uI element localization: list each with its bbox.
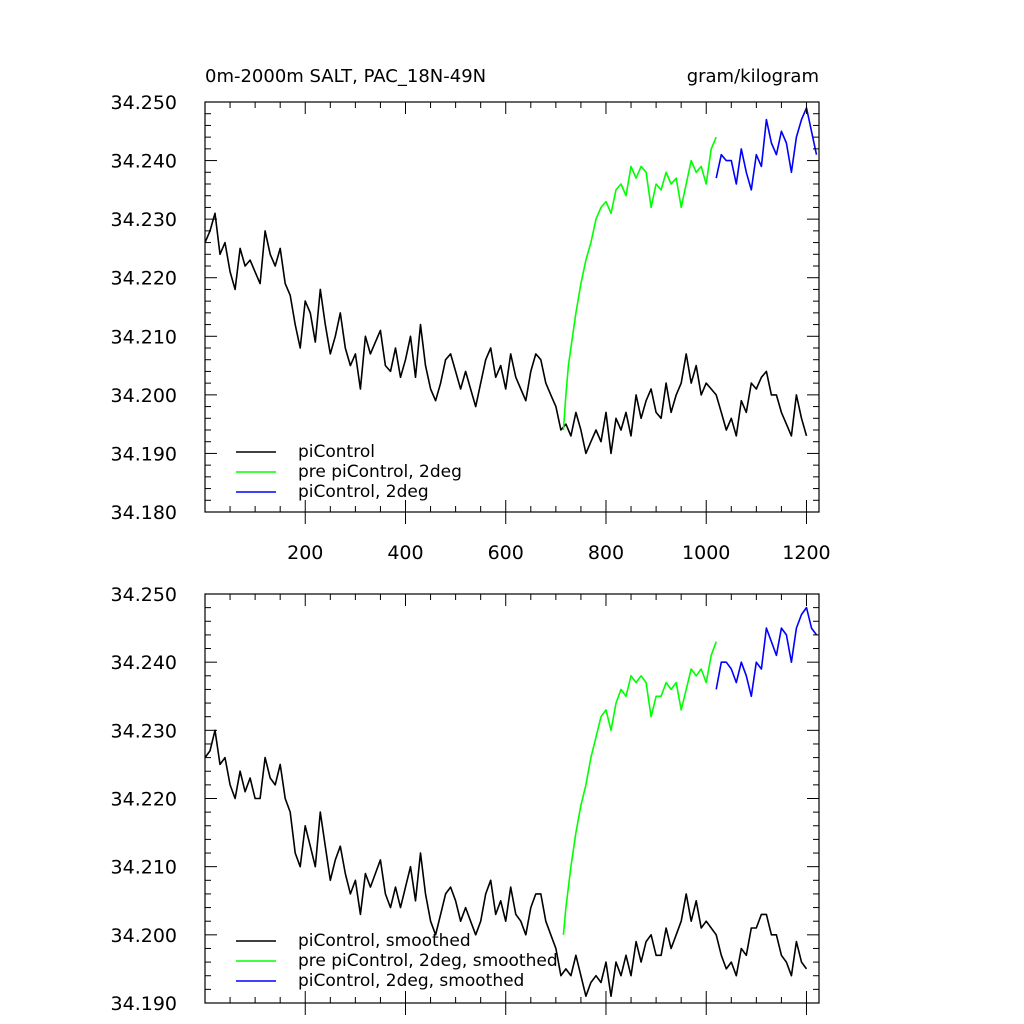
bottom-y-tick-label: 34.240 [111, 652, 177, 674]
bottom-y-tick-label: 34.250 [111, 584, 177, 606]
top-y-tick-label: 34.200 [111, 385, 177, 407]
bottom-series-line-1 [205, 729, 808, 998]
top-y-tick-label: 34.240 [111, 151, 177, 173]
top-chart-title: 0m-2000m SALT, PAC_18N-49N [205, 66, 486, 87]
bottom-panel-tick-labels: 34.190 34.200 34.210 34.220 34.230 34.240 34.2… [111, 584, 177, 1015]
bottom-y-tick-label: 34.200 [111, 925, 177, 947]
bottom-series-line-2 [562, 641, 717, 935]
bottom-plot-frame [204, 593, 820, 1004]
bottom-panel-ticks [204, 593, 819, 1015]
top-panel: 34.180 34.190 34.200 34.210 34.220 34.230 34.2… [111, 66, 831, 564]
top-y-tick-label: 34.190 [111, 443, 177, 465]
bottom-series-line-3 [715, 606, 818, 698]
top-legend-label-1: piControl [298, 442, 375, 462]
bottom-y-tick-label: 34.230 [111, 720, 177, 742]
top-x-tick-label: 1000 [682, 542, 730, 564]
top-x-tick-label: 800 [588, 542, 624, 564]
top-panel-ticks [204, 101, 819, 524]
top-series-line-3 [715, 107, 818, 191]
bottom-panel-lines [205, 606, 818, 998]
top-series-line-2 [562, 136, 717, 431]
top-y-tick-label: 34.250 [111, 92, 177, 114]
top-y-tick-label: 34.230 [111, 209, 177, 231]
top-y-tick-label: 34.220 [111, 268, 177, 290]
top-legend-label-3: piControl, 2deg [298, 482, 429, 502]
top-x-tick-label: 600 [488, 542, 524, 564]
top-units-label: gram/kilogram [687, 66, 819, 87]
bottom-y-tick-label: 34.190 [111, 993, 177, 1015]
top-plot-frame [204, 101, 820, 513]
top-x-tick-label: 200 [287, 542, 323, 564]
top-x-tick-label: 1200 [782, 542, 830, 564]
bottom-legend-label-2: pre piControl, 2deg, smoothed [298, 951, 558, 971]
bottom-legend-label-1: piControl, smoothed [298, 931, 471, 951]
top-y-tick-label: 34.180 [111, 502, 177, 524]
bottom-panel: 34.190 34.200 34.210 34.220 34.230 34.240 34.2… [111, 584, 820, 1015]
bottom-y-tick-label: 34.210 [111, 857, 177, 879]
top-panel-tick-labels: 34.180 34.190 34.200 34.210 34.220 34.230 34.2… [111, 92, 831, 564]
top-series-line-1 [205, 212, 808, 455]
top-legend-label-2: pre piControl, 2deg [298, 462, 462, 482]
top-y-tick-label: 34.210 [111, 326, 177, 348]
bottom-legend-label-3: piControl, 2deg, smoothed [298, 971, 524, 991]
top-x-tick-label: 400 [387, 542, 423, 564]
bottom-y-tick-label: 34.220 [111, 789, 177, 811]
top-panel-lines [205, 107, 818, 455]
